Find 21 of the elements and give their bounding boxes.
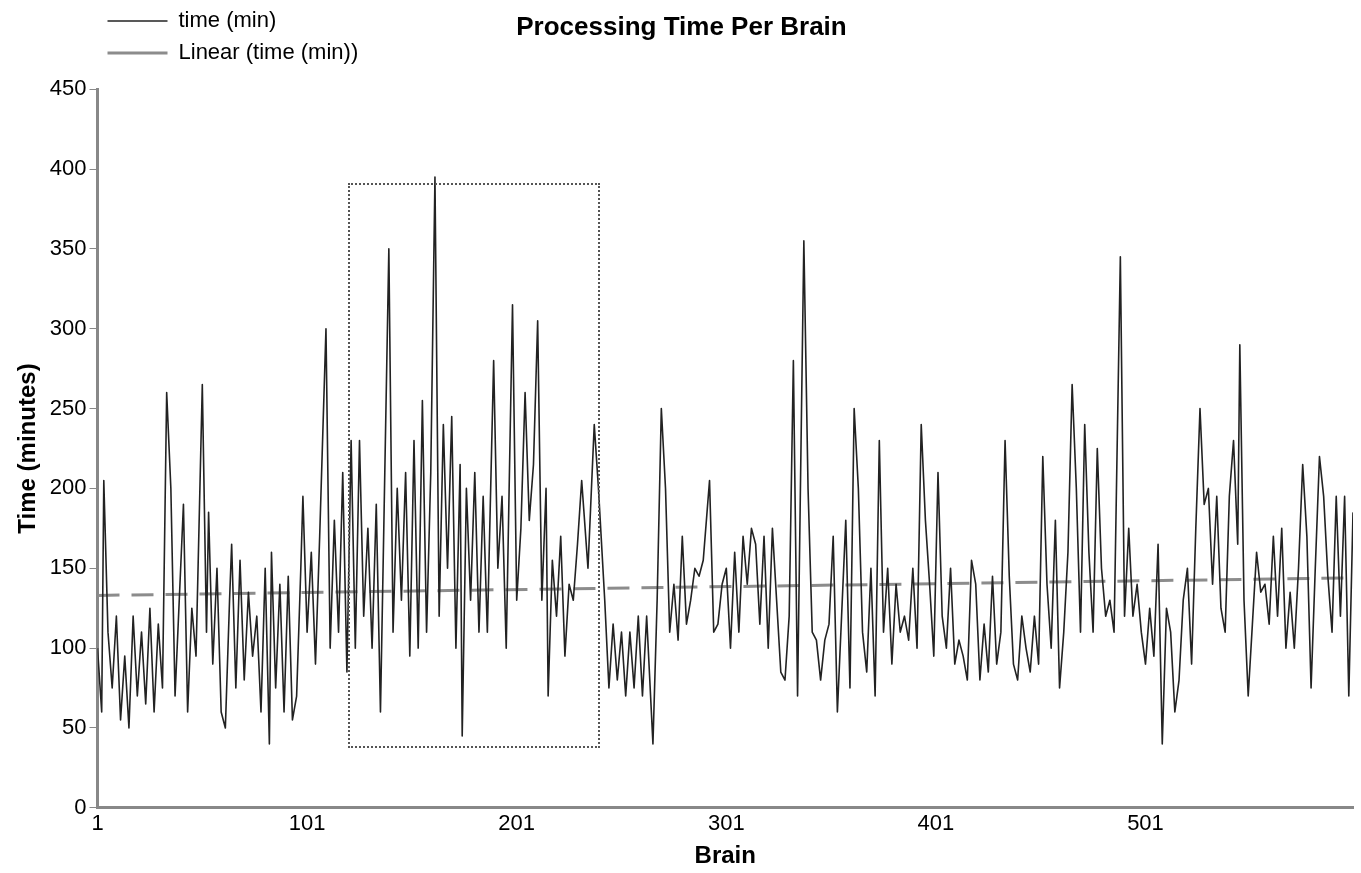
x-axis-title: Brain xyxy=(694,841,756,869)
y-tick-label: 350 xyxy=(49,234,87,260)
legend-label: Linear (time (min)) xyxy=(178,39,359,65)
x-tick-label: 1 xyxy=(91,810,104,836)
y-tick-label: 150 xyxy=(49,554,87,580)
y-tick-label: 300 xyxy=(49,314,87,340)
y-tick-label: 200 xyxy=(49,474,87,500)
y-tick-label: 0 xyxy=(74,793,87,819)
chart-title: Processing Time Per Brain xyxy=(516,10,847,41)
y-axis-title: Time (minutes) xyxy=(13,363,41,534)
legend-label: time (min) xyxy=(178,7,277,33)
y-tick-label: 250 xyxy=(49,394,87,420)
y-tick-label: 100 xyxy=(49,634,87,660)
y-tick-label: 50 xyxy=(62,714,87,740)
x-tick-label: 301 xyxy=(707,810,745,836)
y-tick-label: 400 xyxy=(49,155,87,181)
x-tick-label: 201 xyxy=(498,810,536,836)
y-tick-label: 450 xyxy=(49,75,87,101)
x-tick-label: 101 xyxy=(288,810,326,836)
x-tick-label: 501 xyxy=(1127,810,1164,836)
x-tick-label: 401 xyxy=(917,810,955,836)
